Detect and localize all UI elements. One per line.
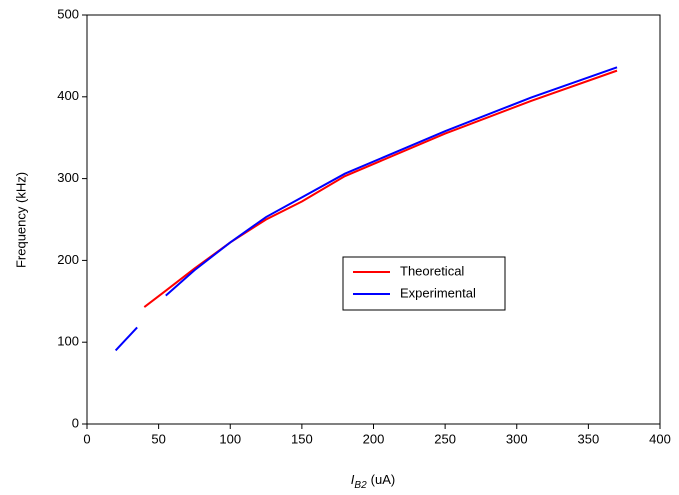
x-tick-label: 300 bbox=[506, 431, 528, 446]
y-tick-label: 300 bbox=[57, 170, 79, 185]
legend-label: Experimental bbox=[400, 285, 476, 300]
x-label-main: I bbox=[351, 472, 355, 487]
x-label-unit: (uA) bbox=[371, 472, 396, 487]
y-tick-label: 100 bbox=[57, 334, 79, 349]
x-tick-label: 250 bbox=[434, 431, 456, 446]
series-line bbox=[143, 69, 618, 308]
y-tick-label: 500 bbox=[57, 6, 79, 21]
x-tick-label: 100 bbox=[219, 431, 241, 446]
x-tick-label: 400 bbox=[649, 431, 671, 446]
y-tick-label: 200 bbox=[57, 252, 79, 267]
plot-frame bbox=[86, 14, 661, 425]
series-line bbox=[114, 66, 618, 352]
y-axis-label: Frequency (kHz) bbox=[13, 172, 28, 268]
x-tick-label: 50 bbox=[151, 431, 165, 446]
y-tick-label: 400 bbox=[57, 88, 79, 103]
x-tick-label: 200 bbox=[363, 431, 385, 446]
legend-box bbox=[342, 256, 506, 311]
x-label-sub: B2 bbox=[354, 480, 367, 491]
x-tick-label: 150 bbox=[291, 431, 313, 446]
x-axis-label: IB2 (uA) bbox=[351, 472, 395, 490]
legend-label: Theoretical bbox=[400, 263, 464, 278]
x-tick-label: 350 bbox=[578, 431, 600, 446]
y-tick-label: 0 bbox=[72, 415, 79, 430]
x-tick-label: 0 bbox=[83, 431, 90, 446]
